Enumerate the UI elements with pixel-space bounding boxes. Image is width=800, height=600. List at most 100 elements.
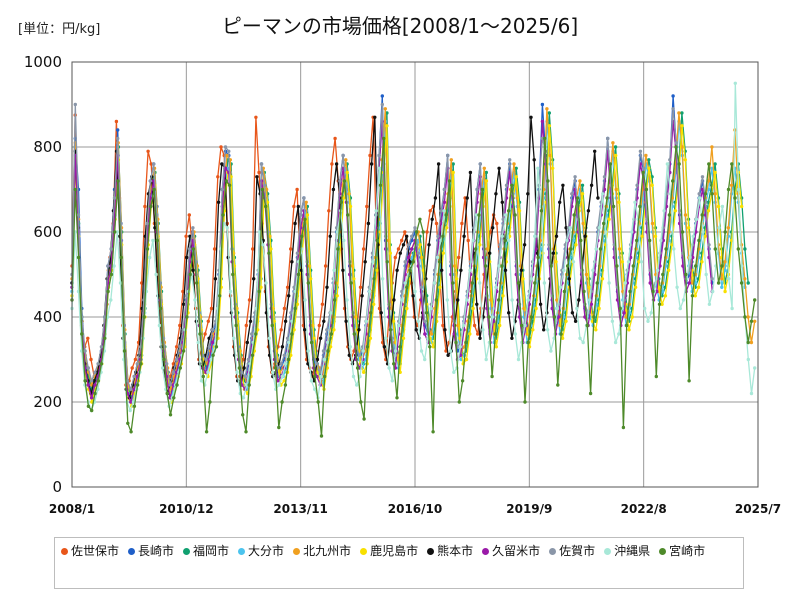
data-point [224,179,228,183]
data-point [304,200,308,204]
data-point [391,319,396,323]
data-point [648,238,652,243]
data-point [231,272,235,277]
data-point [209,357,213,362]
data-point [550,306,554,311]
data-point [620,260,624,264]
data-point [437,260,442,264]
data-point [385,260,389,264]
legend-item: 熊本市 [427,541,473,561]
data-point [700,213,704,217]
data-point [390,379,394,383]
data-point [419,349,424,353]
data-point [723,260,727,264]
data-point [242,366,246,370]
data-point [204,357,208,362]
data-point [154,272,158,277]
data-point [326,349,330,353]
data-point [446,353,450,357]
data-point [501,217,505,221]
data-point [435,255,440,260]
plot-frame [71,61,759,488]
data-point [244,430,248,434]
data-point [753,298,757,302]
data-point [355,366,360,370]
data-point [209,306,214,311]
data-point [730,162,734,166]
data-point [168,383,172,387]
data-point [210,340,215,345]
data-point [578,179,582,183]
data-point [289,353,293,357]
data-point [500,200,504,204]
data-point [575,196,580,200]
data-point [520,323,524,328]
data-point [139,362,143,366]
data-point [668,158,672,162]
data-point [408,268,412,272]
data-point [405,234,409,238]
data-point [116,136,120,141]
data-point [106,264,110,268]
data-point [690,294,695,298]
data-point [334,162,339,166]
data-point [174,357,179,362]
data-point [122,349,127,353]
data-point [377,166,382,170]
data-point [638,149,643,153]
data-point [109,247,113,251]
data-point [543,136,547,141]
data-point [454,340,458,345]
data-point [372,277,376,281]
data-point [260,187,265,192]
data-point [335,230,339,234]
data-point [92,379,97,383]
data-point [642,166,646,170]
data-point [357,328,361,332]
data-point [380,102,384,107]
data-point [178,366,182,370]
data-point [436,162,441,166]
data-point [707,302,712,306]
data-point [434,298,438,302]
data-point [299,213,303,217]
data-point [507,311,511,315]
data-point [444,213,448,217]
series-group [70,81,757,438]
data-point [272,319,276,323]
data-point [279,362,283,366]
data-point [429,332,434,336]
data-point [610,319,615,323]
data-point [478,243,482,247]
data-point [128,408,132,413]
legend-item: 鹿児島市 [360,541,418,561]
data-point [332,268,336,272]
data-point [743,247,747,251]
data-point [89,396,94,400]
data-point [384,336,388,340]
data-point [494,345,498,349]
x-tick-label: 2013/11 [273,502,327,516]
data-point [458,345,462,349]
data-point [382,136,386,141]
data-point [315,357,320,362]
data-point [648,281,652,285]
data-point [143,204,147,209]
data-point [184,294,188,298]
data-point [130,366,134,370]
data-point [358,374,362,379]
data-point [345,170,349,175]
data-point [270,323,274,328]
data-point [497,264,501,268]
data-point [533,234,537,238]
data-point [607,281,611,285]
data-point [580,192,585,196]
data-point [578,336,582,340]
data-point [317,323,321,328]
data-point [661,272,665,277]
data-point [640,234,644,238]
data-point [494,192,498,196]
data-point [529,315,534,319]
x-tick-label: 2022/8 [621,502,667,516]
data-point [423,319,427,323]
